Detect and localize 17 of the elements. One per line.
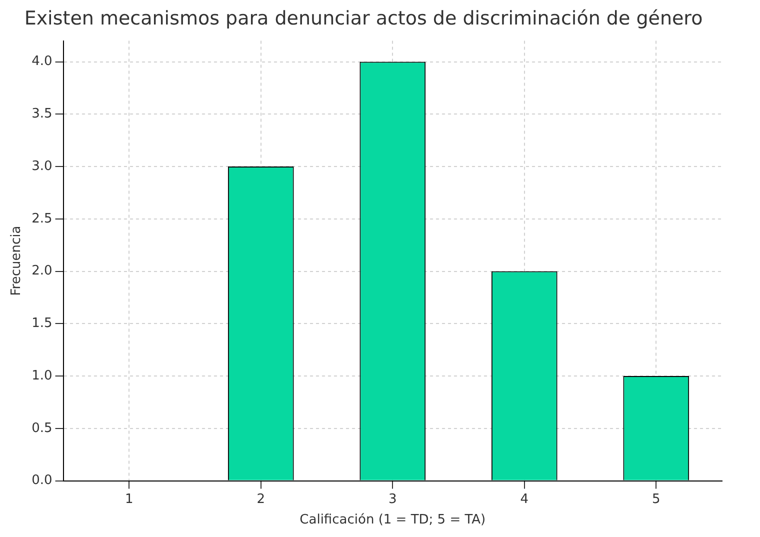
x-tick-label: 5 <box>652 492 660 507</box>
y-tick-label: 2.5 <box>32 211 52 226</box>
y-tick-label: 3.0 <box>32 158 52 174</box>
y-tick-label: 3.5 <box>32 106 52 122</box>
x-axis-title: Calificación (1 = TD; 5 = TA) <box>300 512 486 528</box>
x-tick-label: 2 <box>256 492 266 507</box>
y-tick-label: 0.0 <box>32 473 52 488</box>
x-tick-label: 1 <box>125 492 134 507</box>
y-tick-label: 1.5 <box>32 316 52 332</box>
y-axis-title: Frecuencia <box>9 226 24 296</box>
chart-title: Existen mecanismos para denunciar actos de discriminación de género <box>24 7 703 30</box>
x-tick-label: 3 <box>388 492 397 507</box>
y-tick-label: 2.0 <box>32 264 52 279</box>
y-tick-label: 1.0 <box>32 368 52 384</box>
x-tick-label: 4 <box>520 492 529 507</box>
y-tick-label: 0.5 <box>32 420 52 436</box>
y-tick-label: 4.0 <box>32 54 52 70</box>
